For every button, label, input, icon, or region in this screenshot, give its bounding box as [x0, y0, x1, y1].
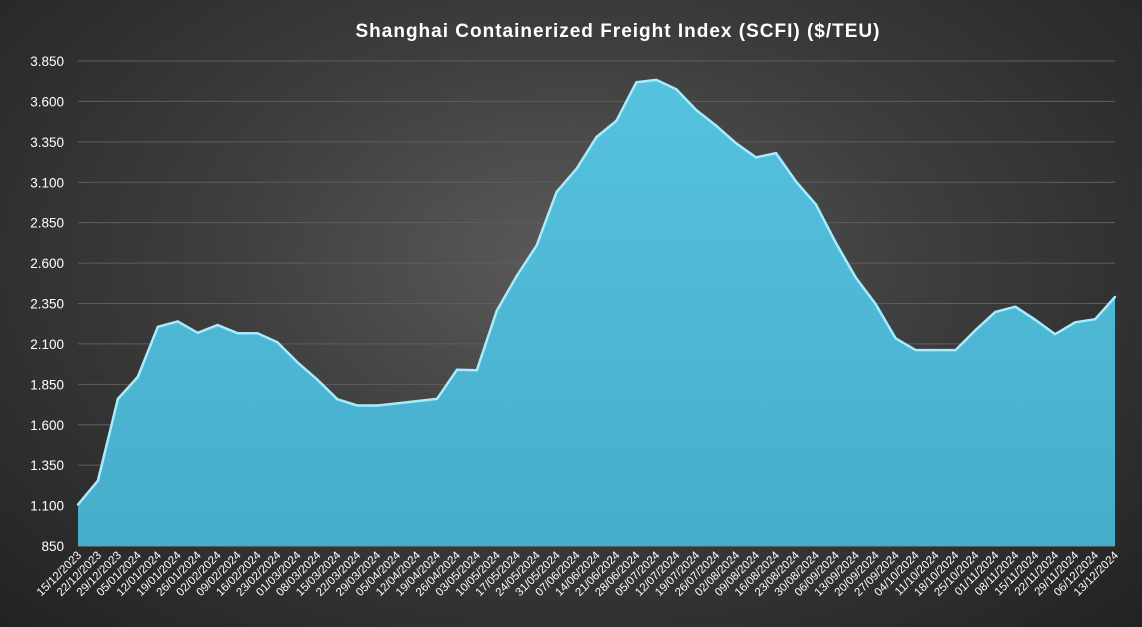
data-point: [854, 276, 857, 279]
data-point: [216, 323, 219, 327]
data-point: [635, 81, 638, 84]
data-point: [236, 332, 239, 335]
data-point: [475, 369, 478, 372]
data-point: [96, 479, 100, 482]
data-point: [814, 203, 818, 206]
y-tick-label: 1.600: [30, 418, 64, 433]
data-point: [316, 378, 319, 381]
data-point: [1073, 321, 1077, 324]
data-point: [774, 151, 778, 155]
y-tick-label: 850: [41, 539, 64, 554]
data-point: [76, 503, 80, 506]
x-axis: 15/12/202322/12/202329/12/202305/01/2024…: [35, 545, 1122, 599]
data-point: [655, 78, 658, 82]
data-point: [555, 190, 558, 194]
data-point: [1113, 295, 1117, 299]
data-point: [794, 180, 798, 183]
data-point: [1014, 305, 1017, 308]
data-point: [395, 402, 399, 405]
y-tick-label: 3.850: [30, 54, 64, 69]
y-tick-label: 3.100: [30, 175, 64, 190]
data-point: [914, 348, 917, 352]
data-point: [715, 124, 718, 127]
data-point: [156, 325, 159, 328]
data-point: [276, 341, 279, 344]
data-point: [256, 332, 259, 335]
chart-title: Shanghai Containerized Freight Index (SC…: [356, 21, 881, 42]
data-point: [455, 368, 459, 371]
data-point: [754, 156, 758, 159]
data-point: [515, 274, 518, 278]
y-tick-label: 2.850: [30, 216, 64, 231]
data-point: [675, 88, 678, 91]
data-point: [116, 397, 120, 401]
data-point: [615, 119, 618, 123]
data-point: [834, 241, 837, 244]
data-point: [894, 337, 897, 340]
data-point: [176, 320, 179, 323]
data-point: [994, 310, 997, 314]
y-tick-label: 2.600: [30, 256, 64, 271]
data-point: [336, 398, 339, 401]
data-point: [356, 404, 359, 407]
data-point: [595, 135, 598, 139]
data-point: [535, 244, 538, 247]
data-point: [874, 302, 877, 306]
data-point: [934, 348, 937, 352]
data-point: [136, 375, 139, 379]
data-point: [375, 404, 379, 407]
y-tick-label: 1.350: [30, 458, 64, 473]
y-tick-label: 3.600: [30, 94, 64, 109]
data-point: [415, 399, 419, 403]
data-point: [575, 167, 578, 170]
y-tick-label: 2.100: [30, 337, 64, 352]
data-point: [196, 331, 199, 334]
y-tick-label: 3.350: [30, 135, 64, 150]
data-point: [695, 108, 698, 112]
y-tick-label: 1.850: [30, 377, 64, 392]
data-point: [1054, 333, 1057, 336]
y-tick-label: 1.100: [30, 499, 64, 514]
data-point: [1093, 318, 1097, 321]
data-point: [734, 142, 738, 145]
data-point: [1034, 318, 1037, 321]
data-point: [954, 348, 957, 352]
plot-area: [76, 78, 1117, 547]
data-point: [296, 361, 299, 364]
data-point: [495, 309, 498, 312]
series-area: [78, 79, 1115, 547]
data-point: [435, 397, 439, 401]
y-tick-label: 2.350: [30, 297, 64, 312]
data-point: [974, 329, 977, 332]
y-axis: 850 1.100 1.350 1.600 1.850 2.100 2.350 2.600 2.…: [30, 54, 64, 554]
